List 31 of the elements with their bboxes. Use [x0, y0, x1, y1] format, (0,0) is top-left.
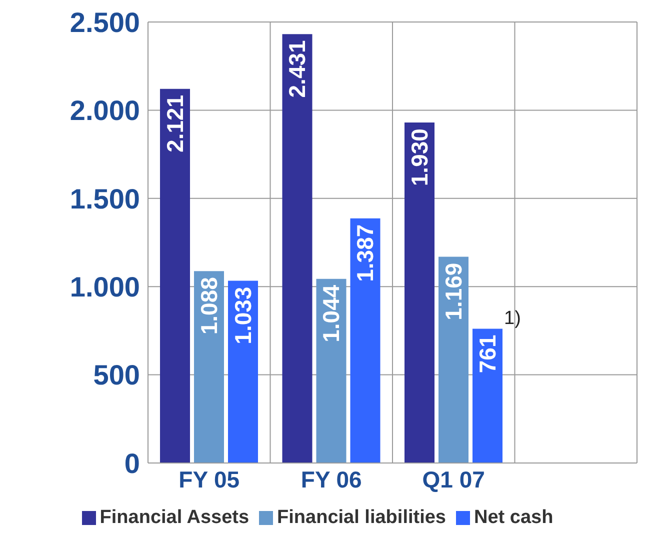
data-label: 1.930 [406, 128, 432, 186]
bar [282, 34, 312, 463]
data-label: 2.121 [162, 94, 188, 152]
data-label: 1.169 [440, 262, 466, 320]
y-tick-label: 1.000 [70, 272, 140, 303]
bar [438, 256, 468, 463]
legend-label: Financial Assets [100, 507, 250, 528]
x-tick-label: Q1 07 [422, 466, 485, 492]
y-tick-label: 500 [93, 360, 140, 391]
data-label: 761 [474, 334, 500, 374]
bar [316, 278, 346, 463]
annotation: 1) [504, 308, 521, 330]
bar [472, 328, 502, 463]
legend-label: Net cash [474, 507, 554, 528]
bar [160, 88, 190, 463]
bar [228, 280, 258, 463]
y-tick-label: 2.000 [70, 95, 140, 126]
x-tick-label: FY 06 [300, 466, 362, 492]
data-label: 1.387 [352, 224, 378, 282]
data-label: 1.044 [318, 284, 344, 342]
data-label: 1.088 [196, 276, 222, 335]
bar [404, 122, 434, 463]
y-tick-label: 0 [124, 448, 140, 479]
x-tick-label: FY 05 [178, 466, 240, 492]
bar [194, 271, 224, 463]
bar [350, 218, 380, 463]
y-tick-label: 2.500 [70, 6, 140, 38]
legend-label: Financial liabilities [277, 507, 446, 528]
y-tick-label: 1.500 [70, 183, 140, 214]
data-label: 1.033 [230, 286, 256, 344]
data-label: 2.431 [284, 40, 310, 98]
